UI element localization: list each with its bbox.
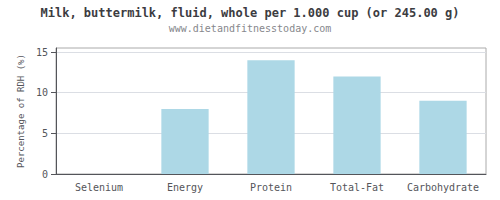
svg-text:Total-Fat: Total-Fat [330, 182, 384, 193]
svg-text:Selenium: Selenium [75, 182, 123, 193]
svg-text:5: 5 [42, 128, 48, 139]
svg-text:10: 10 [36, 87, 48, 98]
svg-text:Energy: Energy [167, 182, 203, 193]
svg-text:Carbohydrate: Carbohydrate [407, 182, 479, 193]
svg-text:0: 0 [42, 169, 48, 180]
svg-text:Percentage of RDH (%): Percentage of RDH (%) [16, 54, 26, 168]
svg-text:15: 15 [36, 47, 48, 58]
svg-text:Milk, buttermilk, fluid, whole: Milk, buttermilk, fluid, whole per 1.000… [40, 6, 459, 20]
svg-text:www.dietandfitnesstoday.com: www.dietandfitnesstoday.com [169, 23, 332, 34]
svg-text:Protein: Protein [250, 182, 292, 193]
